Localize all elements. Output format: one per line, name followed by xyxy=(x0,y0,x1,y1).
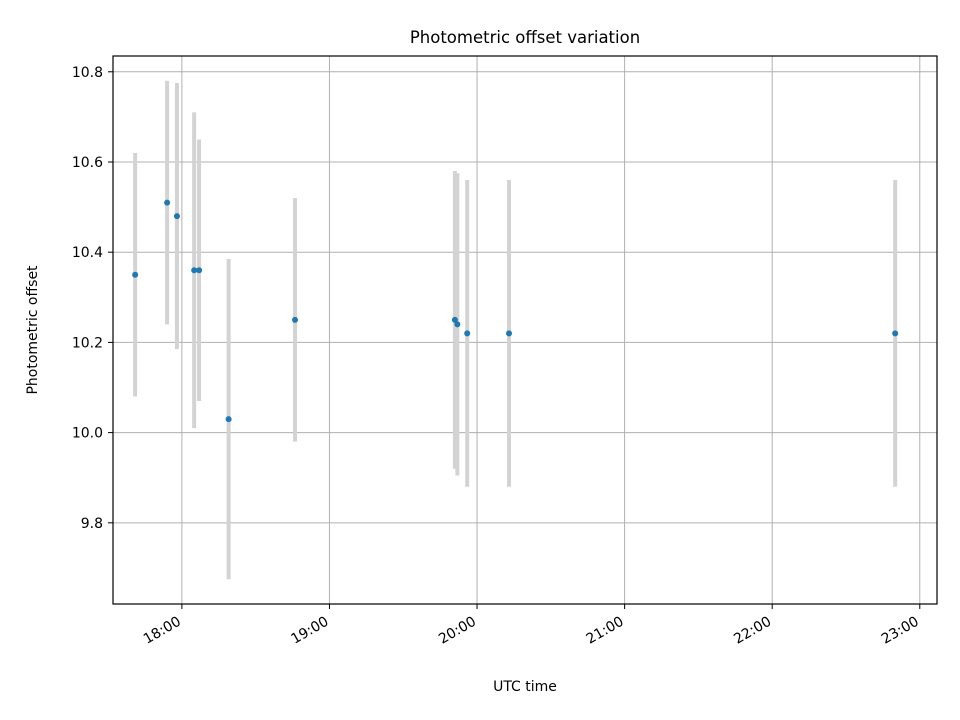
data-point xyxy=(464,330,471,337)
x-axis-label: UTC time xyxy=(493,679,557,695)
x-tick-label: 22:00 xyxy=(731,614,774,648)
y-tick-label: 10.2 xyxy=(72,335,103,351)
y-tick-label: 10.0 xyxy=(72,426,103,442)
chart-title: Photometric offset variation xyxy=(410,28,640,47)
data-point xyxy=(451,316,458,323)
data-point xyxy=(225,416,232,423)
plot-frame xyxy=(112,55,938,605)
data-point xyxy=(132,271,139,278)
y-tick-label: 10.8 xyxy=(72,65,103,81)
x-tick-label: 19:00 xyxy=(289,614,332,648)
y-tick-label: 10.4 xyxy=(72,245,103,261)
data-point xyxy=(173,213,180,220)
x-tick-label: 20:00 xyxy=(436,614,479,648)
grid xyxy=(113,56,937,604)
x-tick-label: 23:00 xyxy=(879,614,922,648)
errorbars xyxy=(133,80,898,580)
y-tick-label: 10.6 xyxy=(72,155,103,171)
y-tick-label: 9.8 xyxy=(81,516,103,532)
data-point xyxy=(164,199,171,206)
x-axis-ticks: 18:00 19:00 20:00 21:00 22:00 23:00 xyxy=(141,604,922,648)
x-tick-label: 18:00 xyxy=(141,614,184,648)
points xyxy=(132,199,899,423)
y-axis-label: Photometric offset xyxy=(25,265,41,395)
data-point xyxy=(196,267,203,274)
data-point xyxy=(506,330,513,337)
data-point xyxy=(292,316,299,323)
data-point xyxy=(191,267,198,274)
y-axis-ticks: 9.8 10.0 10.2 10.4 10.6 10.8 xyxy=(72,65,113,532)
x-tick-label: 21:00 xyxy=(584,614,627,648)
data-point xyxy=(454,321,461,328)
data-point xyxy=(892,330,899,337)
